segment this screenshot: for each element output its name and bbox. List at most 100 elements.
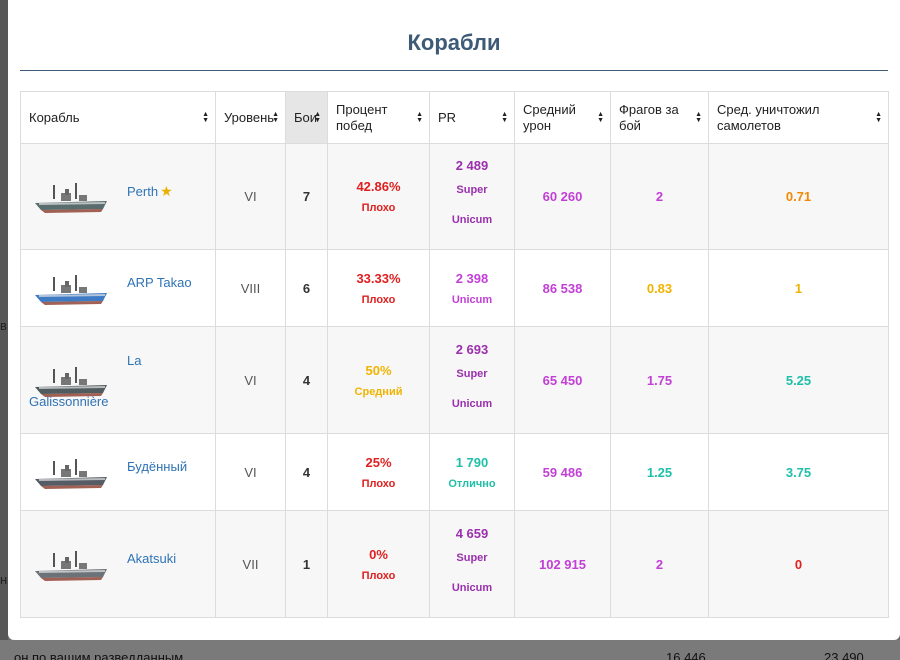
column-header-label: Бои [294,109,318,125]
column-header-label: Средний урон [523,101,576,133]
sort-icon: ▲ ▼ [202,110,209,124]
page-backdrop-bottom: он по вашим разведданным 16 446 23 490 [0,640,900,660]
winrate-cell: 0% Плохо [327,510,430,618]
frags-cell: 2 [610,143,709,250]
ship-name-link[interactable]: Будённый [127,459,188,474]
winrate-value: 42.86% [356,179,401,194]
ship-image [31,357,111,407]
column-header[interactable]: Средний урон ▲ ▼ [514,91,611,144]
pr-value: 2 693 [455,341,489,357]
table-row: La Galissonnière VI 4 50% Средний 2 693 Super Un… [20,326,889,434]
planes-cell: 5.25 [708,326,889,434]
column-header-label: Фрагов за бой [619,101,679,133]
column-header[interactable]: Сред. уничтожил самолетов ▲ ▼ [708,91,889,144]
column-header[interactable]: Фрагов за бой ▲ ▼ [610,91,709,144]
winrate-cell: 50% Средний [327,326,430,434]
avg-damage-cell: 59 486 [514,433,611,511]
column-header-label: Сред. уничтожил самолетов [717,101,820,133]
ship-name-link[interactable]: La Galissonnière [29,353,142,409]
avg-damage-cell: 102 915 [514,510,611,618]
ships-table: Корабль ▲ ▼ Уровень ▲ ▼ Бои ▲ ▼ Процент побед ▲ ▼ PR… [20,91,889,618]
ship-cell: Будённый [20,433,216,511]
planes-cell: 0.71 [708,143,889,250]
winrate-cell: 33.33% Плохо [327,249,430,327]
title-divider [20,70,888,71]
ship-cell: Akatsuki [20,510,216,618]
star-icon: ★ [160,183,173,199]
winrate-value: 0% [369,546,388,562]
sort-icon: ▲ ▼ [597,110,604,124]
winrate-cell: 42.86% Плохо [327,143,430,250]
column-header-label: Корабль [29,109,80,125]
pr-rating: Отлично [448,477,496,490]
page-backdrop-left: в н [0,0,8,660]
pr-rating: Super Unicum [451,367,493,410]
ship-name-link[interactable]: Perth ★ [127,183,173,199]
backdrop-fragment: в [0,318,7,333]
battles-cell: 6 [285,249,328,327]
tier-cell: VI [215,326,286,434]
ship-cell: ARP Takao [20,249,216,327]
ship-image [31,541,111,591]
frags-cell: 0.83 [610,249,709,327]
tier-cell: VII [215,510,286,618]
pr-value: 1 790 [455,454,489,470]
pr-cell: 2 489 Super Unicum [429,143,515,250]
winrate-value: 25% [365,454,392,470]
table-row: Akatsuki VII 1 0% Плохо 4 659 Super Unicum 102 9… [20,510,889,618]
pr-rating: Unicum [451,293,493,306]
ship-image [31,449,111,499]
sort-icon: ▲ ▼ [416,110,423,124]
ships-modal: Корабли Корабль ▲ ▼ Уровень ▲ ▼ Бои ▲ ▼ Процент п… [8,0,900,640]
pr-rating: Super Unicum [451,184,493,226]
battles-cell: 7 [285,143,328,250]
winrate-cell: 25% Плохо [327,433,430,511]
backdrop-text: он по вашим разведданным [14,650,184,660]
frags-cell: 1.75 [610,326,709,434]
backdrop-number: 23 490 [824,650,864,660]
sort-icon: ▲ ▼ [272,110,279,124]
modal-title: Корабли [407,30,501,55]
planes-cell: 0 [708,510,889,618]
table-row: Будённый VI 4 25% Плохо 1 790 Отлично 59 486 1.2… [20,433,889,511]
tier-cell: VI [215,433,286,511]
column-header[interactable]: Уровень ▲ ▼ [215,91,286,144]
column-header[interactable]: PR ▲ ▼ [429,91,515,144]
winrate-rating: Средний [354,385,403,398]
winrate-rating: Плохо [361,569,396,582]
sort-icon: ▲ ▼ [875,110,882,124]
winrate-value: 50% [365,362,392,378]
pr-cell: 2 693 Super Unicum [429,326,515,434]
battles-cell: 4 [285,326,328,434]
pr-cell: 2 398 Unicum [429,249,515,327]
column-header[interactable]: Бои ▲ ▼ [285,91,328,144]
planes-cell: 1 [708,249,889,327]
tier-cell: VIII [215,249,286,327]
sort-icon: ▲ ▼ [695,110,702,124]
sort-icon: ▲ ▼ [501,110,508,124]
winrate-rating: Плохо [361,477,396,490]
winrate-value: 33.33% [356,270,401,286]
frags-cell: 2 [610,510,709,618]
column-header[interactable]: Процент побед ▲ ▼ [327,91,430,144]
ship-name-link[interactable]: ARP Takao [127,275,192,290]
ship-image [31,173,111,223]
winrate-rating: Плохо [361,293,396,306]
ship-cell: Perth ★ [20,143,216,250]
ship-name-link[interactable]: Akatsuki [127,551,177,566]
winrate-rating: Плохо [361,202,396,214]
column-header-label: PR [438,109,457,125]
ship-image [31,265,111,315]
pr-value: 4 659 [455,525,489,541]
battles-cell: 1 [285,510,328,618]
table-row: Perth ★ VI 7 42.86% Плохо 2 489 Super Unicum 60 2… [20,143,889,250]
table-row: ARP Takao VIII 6 33.33% Плохо 2 398 Unicum 86 5… [20,249,889,327]
column-header[interactable]: Корабль ▲ ▼ [20,91,216,144]
planes-cell: 3.75 [708,433,889,511]
battles-cell: 4 [285,433,328,511]
ship-cell: La Galissonnière [20,326,216,434]
pr-value: 2 398 [455,270,489,286]
pr-cell: 4 659 Super Unicum [429,510,515,618]
pr-value: 2 489 [455,158,489,173]
sort-icon: ▲ ▼ [314,110,321,124]
